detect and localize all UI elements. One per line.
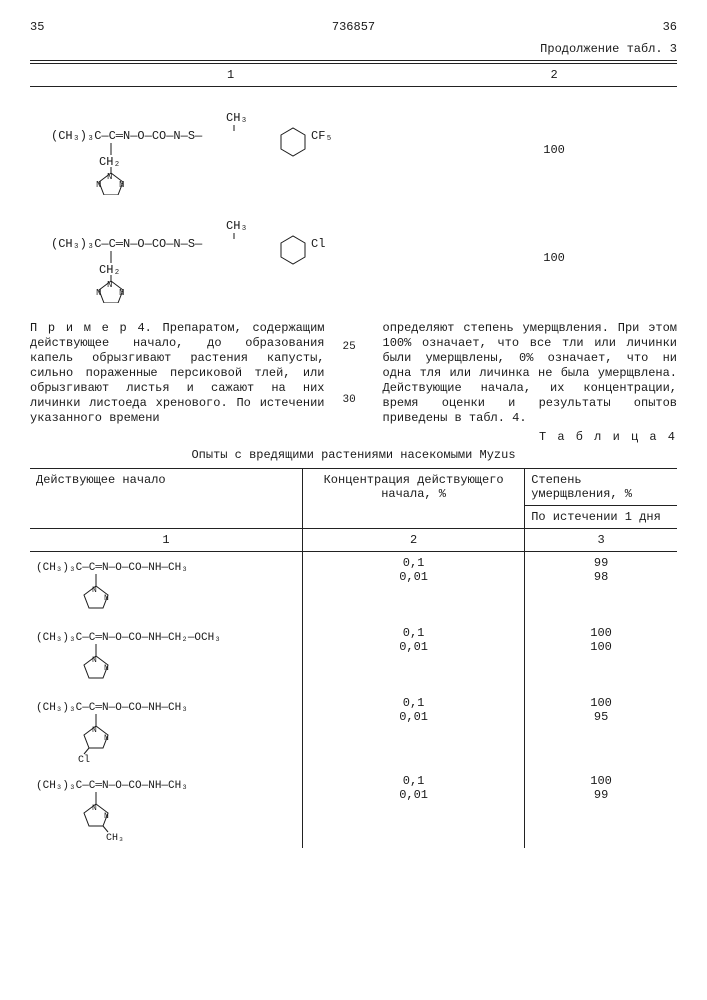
table4-mort: 99 98 [525, 552, 677, 623]
doc-number: 736857 [332, 20, 375, 34]
table4-head-c2: Концентрация действующего начала, % [303, 469, 525, 529]
table3-row: (CH₃)₃C—C═N—O—CO—N—S— CH₃ Cl CH₂ N N N 1… [30, 213, 677, 303]
page-right: 36 [663, 20, 677, 34]
svg-text:Cl: Cl [78, 754, 90, 766]
table3-value: 100 [431, 251, 677, 265]
svg-text:N: N [104, 734, 109, 743]
table4-colnum: 1 [30, 529, 303, 552]
table3-continuation: Продолжение табл. 3 [30, 42, 677, 56]
svg-text:N: N [92, 726, 97, 735]
table4-mort: 100 100 [525, 622, 677, 692]
svg-text:N: N [104, 664, 109, 673]
svg-text:(CH₃)₃C—C═N—O—CO—N—S—: (CH₃)₃C—C═N—O—CO—N—S— [51, 129, 203, 143]
svg-text:(CH₃)₃C—C═N—O—CO—NH—CH₃: (CH₃)₃C—C═N—O—CO—NH—CH₃ [36, 702, 188, 714]
table3-value: 100 [431, 143, 677, 157]
table4: Действующее начало Концентрация действую… [30, 468, 677, 848]
page-header: 35 736857 36 [30, 20, 677, 34]
svg-text:N: N [119, 288, 124, 298]
table4-head-c3: Степень умерщвления, % [525, 469, 677, 506]
svg-text:CH₂: CH₂ [99, 155, 121, 169]
svg-text:Cl: Cl [311, 237, 325, 251]
chem-structure-cf5: (CH₃)₃C—C═N—O—CO—N—S— CH₃ CF₅ CH₂ N N N [30, 105, 431, 195]
table4-colnum: 3 [525, 529, 677, 552]
svg-text:(CH₃)₃C—C═N—O—CO—N—S—: (CH₃)₃C—C═N—O—CO—N—S— [51, 237, 203, 251]
table3-colhead: 1 2 [30, 66, 677, 84]
table3-col2: 2 [431, 68, 677, 82]
svg-text:(CH₃)₃C—C═N—O—CO—NH—CH₂—OCH₃: (CH₃)₃C—C═N—O—CO—NH—CH₂—OCH₃ [36, 632, 221, 644]
table4-conc: 0,1 0,01 [303, 552, 525, 623]
svg-text:(CH₃)₃C—C═N—O—CO—NH—CH₃: (CH₃)₃C—C═N—O—CO—NH—CH₃ [36, 562, 188, 574]
svg-text:N: N [92, 656, 97, 665]
body-text: П р и м е р 4. Препаратом, содержащим де… [30, 321, 677, 426]
rule [30, 86, 677, 87]
svg-text:N: N [92, 804, 97, 813]
svg-text:CH₃: CH₃ [106, 833, 124, 844]
table3-row: (CH₃)₃C—C═N—O—CO—N—S— CH₃ CF₅ CH₂ N N N [30, 105, 677, 195]
table4-conc: 0,1 0,01 [303, 622, 525, 692]
table4-mort: 100 99 [525, 770, 677, 848]
table4-struct: (CH₃)₃C—C═N—O—CO—NH—CH₃ N N Cl [30, 692, 303, 770]
table4-head-c3sub: По истечении 1 дня [525, 506, 677, 529]
svg-text:N: N [96, 180, 101, 190]
table4-struct: (CH₃)₃C—C═N—O—CO—NH—CH₂—OCH₃ N N [30, 622, 303, 692]
lineno: 30 [343, 394, 365, 406]
svg-text:N: N [104, 812, 109, 821]
line-numbers: 25 30 [343, 321, 365, 426]
svg-text:N: N [107, 280, 112, 290]
chem-structure-cl: (CH₃)₃C—C═N—O—CO—N—S— CH₃ Cl CH₂ N N N [30, 213, 431, 303]
svg-text:N: N [104, 594, 109, 603]
table4-struct: (CH₃)₃C—C═N—O—CO—NH—CH₃ N N CH₃ [30, 770, 303, 848]
svg-text:N: N [107, 172, 112, 182]
table4-mort: 100 95 [525, 692, 677, 770]
svg-text:N: N [119, 180, 124, 190]
lineno: 25 [343, 341, 365, 353]
table4-label: Т а б л и ц а 4 [30, 430, 677, 444]
svg-text:CH₂: CH₂ [99, 263, 121, 277]
table3-col1: 1 [30, 68, 431, 82]
body-text-right: определяют степень умерщвления. При этом… [383, 321, 678, 426]
svg-text:(CH₃)₃C—C═N—O—CO—NH—CH₃: (CH₃)₃C—C═N—O—CO—NH—CH₃ [36, 780, 188, 792]
table4-struct: (CH₃)₃C—C═N—O—CO—NH—CH₃ N N [30, 552, 303, 623]
page-left: 35 [30, 20, 44, 34]
svg-text:N: N [96, 288, 101, 298]
table4-head-c1: Действующее начало [30, 469, 303, 529]
body-text-left: П р и м е р 4. Препаратом, содержащим де… [30, 321, 325, 426]
table4-colnum: 2 [303, 529, 525, 552]
svg-text:CH₃: CH₃ [226, 219, 248, 233]
table4-conc: 0,1 0,01 [303, 770, 525, 848]
rule [30, 60, 677, 61]
table4-caption: Опыты с вредящими растениями насекомыми … [30, 448, 677, 462]
rule [30, 63, 677, 64]
svg-text:CF₅: CF₅ [311, 129, 333, 143]
svg-text:CH₃: CH₃ [226, 111, 248, 125]
table4-conc: 0,1 0,01 [303, 692, 525, 770]
svg-text:N: N [92, 586, 97, 595]
